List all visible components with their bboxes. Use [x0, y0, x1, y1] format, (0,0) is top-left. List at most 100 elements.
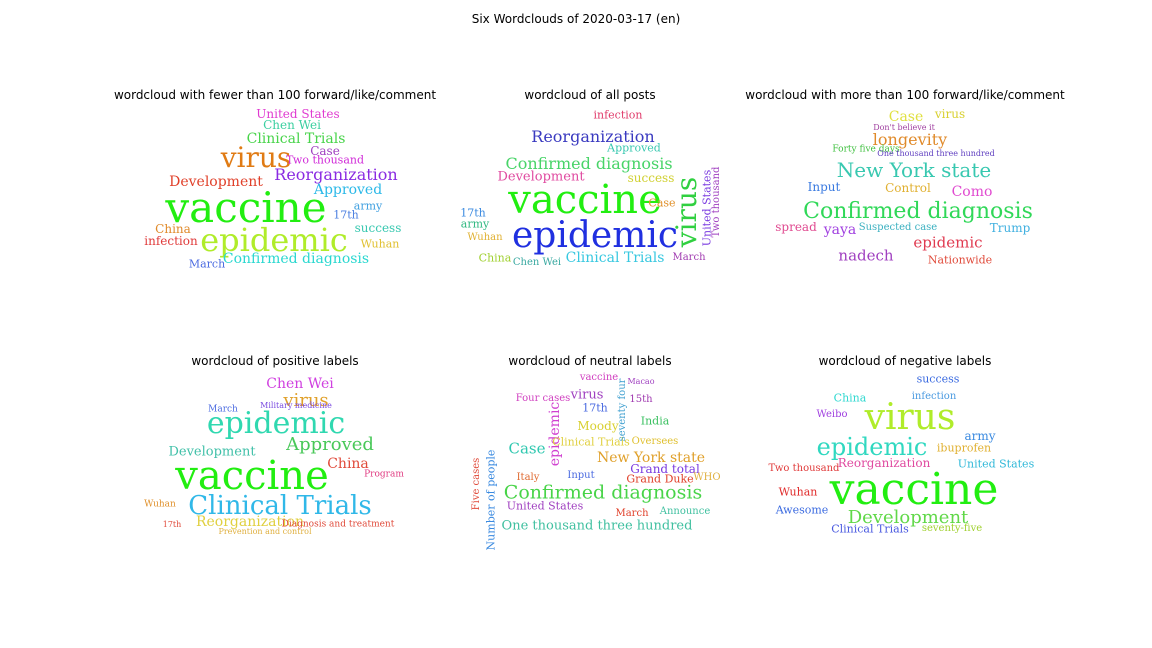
wordcloud: vaccine virus epidemic Development Reorg…	[740, 354, 1070, 594]
word: One thousand three hundred	[501, 518, 693, 534]
word: March	[188, 257, 226, 271]
panel-title: wordcloud with fewer than 100 forward/li…	[113, 88, 437, 102]
word: Wuhan	[778, 485, 818, 499]
word: Trump	[989, 221, 1031, 235]
word: Moody	[577, 419, 619, 433]
word: Macao	[627, 377, 655, 386]
word: Clinical Trials	[246, 131, 346, 147]
word: Military medicine	[260, 401, 332, 410]
word: Confirmed diagnosis	[222, 251, 370, 267]
word: vaccine	[165, 183, 327, 232]
word: Confirmed diagnosis	[803, 199, 1033, 224]
word: Announce	[659, 506, 711, 517]
word: Control	[885, 181, 931, 195]
word: success	[354, 221, 402, 235]
word: seventy four	[617, 378, 628, 442]
word: virus	[670, 176, 703, 248]
word: Case	[310, 144, 340, 158]
wordcloud-panel-2: wordcloud of all posts vaccine epidemic …	[425, 88, 755, 328]
word: Two thousand	[285, 153, 365, 167]
word: Development	[497, 169, 585, 185]
wordcloud-panel-4: wordcloud of positive labels vaccine epi…	[110, 354, 440, 594]
word: Wuhan	[144, 499, 176, 510]
word: Clinical Trials	[552, 435, 630, 449]
word: Two thousand	[711, 166, 722, 238]
word: army	[353, 199, 383, 213]
word: Approved	[286, 434, 374, 455]
word: 17th	[333, 208, 359, 222]
word: India	[640, 414, 670, 428]
wordcloud: vaccine epidemic Clinical Trials virus A…	[110, 354, 440, 594]
word: Grand total	[630, 462, 700, 476]
word: 15th	[629, 394, 653, 405]
word: Italy	[516, 472, 540, 483]
word: 17th	[582, 401, 608, 415]
word: virus	[283, 390, 329, 411]
word: Wuhan	[360, 237, 400, 251]
panel-title: wordcloud with more than 100 forward/lik…	[745, 88, 1065, 102]
word: Wuhan	[467, 232, 503, 243]
panel-title: wordcloud of positive labels	[191, 354, 359, 368]
word: Forty five days	[832, 144, 900, 155]
word: Development	[168, 444, 256, 460]
word: Clinical Trials	[188, 491, 372, 521]
panel-title: wordcloud of all posts	[524, 88, 656, 102]
word: Confirmed diagnosis	[503, 481, 703, 504]
word: 17th	[460, 206, 486, 220]
word: Awesome	[775, 503, 829, 517]
word: Don't believe it	[873, 123, 935, 132]
word: infection	[144, 234, 198, 248]
word: One thousand three hundred	[877, 149, 995, 158]
word: WHO	[693, 472, 721, 483]
word: vaccine	[175, 453, 329, 499]
word: vaccine	[579, 372, 619, 383]
word: Reorganization	[837, 456, 931, 470]
wordcloud: Confirmed diagnosis New York state longe…	[740, 88, 1070, 328]
word: Development	[847, 507, 969, 528]
wordcloud-panel-6: wordcloud of negative labels vaccine vir…	[740, 354, 1070, 594]
word: Chen Wei	[263, 118, 321, 132]
word: yaya	[823, 222, 857, 238]
panel-title: wordcloud of neutral labels	[508, 354, 672, 368]
word: vaccine	[508, 177, 662, 223]
word: Case	[648, 196, 676, 210]
word: Weibo	[816, 409, 848, 420]
word: March	[672, 252, 706, 263]
word: Four cases	[515, 393, 571, 404]
word: success	[916, 372, 960, 386]
wordcloud-panel-5: wordcloud of neutral labels Confirmed di…	[425, 354, 755, 594]
word: United States	[256, 107, 340, 121]
word: epidemic	[816, 433, 928, 461]
word: Reorganization	[195, 514, 305, 530]
word: Chen Wei	[512, 257, 562, 268]
word: Confirmed diagnosis	[505, 154, 673, 173]
word: Approved	[607, 141, 661, 155]
word: Two thousand	[768, 463, 840, 474]
word: Nationwide	[927, 253, 993, 267]
wordcloud: vaccine epidemic virus Reorganization De…	[110, 88, 440, 328]
word: ibuprofen	[936, 441, 992, 455]
word: Chen Wei	[266, 376, 334, 392]
word: infection	[593, 108, 643, 122]
word: virus	[934, 107, 966, 121]
word: epidemic	[200, 221, 348, 259]
word: China	[327, 456, 369, 472]
word: infection	[911, 391, 957, 402]
word: China	[833, 391, 867, 405]
word: Input	[567, 470, 595, 481]
word: army	[964, 429, 996, 443]
word: Approved	[313, 182, 383, 198]
word: March	[615, 508, 649, 519]
word: virus	[220, 141, 292, 174]
word: Clinical Trials	[565, 250, 665, 266]
word: Input	[807, 180, 841, 194]
word: epidemic	[913, 233, 983, 252]
word: epidemic	[547, 401, 563, 467]
wordcloud: vaccine epidemic virus Reorganization Co…	[425, 88, 755, 328]
word: Como	[951, 184, 993, 200]
word: Grand Duke	[626, 472, 694, 486]
word: spread	[775, 220, 817, 234]
word: Case	[888, 109, 924, 125]
figure-title: Six Wordclouds of 2020-03-17 (en)	[471, 12, 681, 26]
word: New York state	[596, 450, 706, 466]
